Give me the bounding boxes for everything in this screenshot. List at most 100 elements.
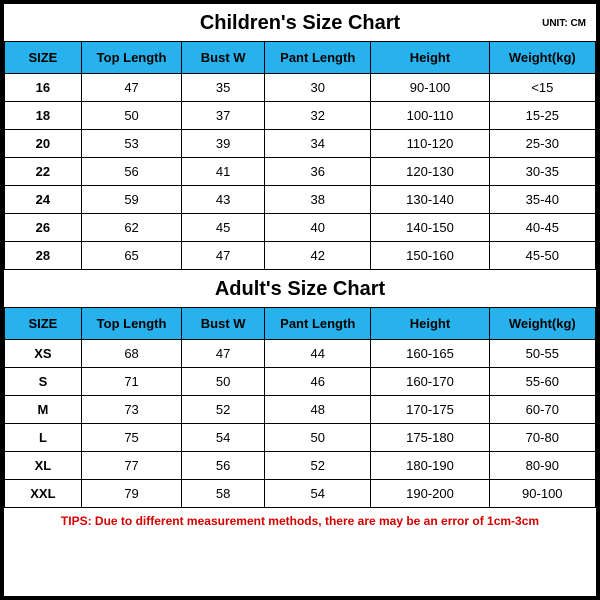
cell-weight: 60-70 xyxy=(489,396,595,424)
col-height: Height xyxy=(371,308,489,340)
cell-weight: 55-60 xyxy=(489,368,595,396)
cell-size: M xyxy=(5,396,82,424)
cell-pant: 46 xyxy=(265,368,371,396)
children-table: SIZE Top Length Bust W Pant Length Heigh… xyxy=(4,41,596,270)
cell-pant: 42 xyxy=(265,242,371,270)
cell-weight: 35-40 xyxy=(489,186,595,214)
unit-label: UNIT: CM xyxy=(542,18,586,29)
cell-pant: 48 xyxy=(265,396,371,424)
children-title: Children's Size Chart xyxy=(200,12,400,34)
cell-height: 175-180 xyxy=(371,424,489,452)
cell-height: 190-200 xyxy=(371,480,489,508)
cell-pant: 38 xyxy=(265,186,371,214)
table-row: M735248170-17560-70 xyxy=(5,396,596,424)
cell-height: 120-130 xyxy=(371,158,489,186)
cell-size: 26 xyxy=(5,214,82,242)
col-pant: Pant Length xyxy=(265,42,371,74)
cell-bust: 56 xyxy=(182,452,265,480)
table-row: 1647353090-100<15 xyxy=(5,74,596,102)
cell-weight: 25-30 xyxy=(489,130,595,158)
cell-weight: 90-100 xyxy=(489,480,595,508)
cell-bust: 37 xyxy=(182,102,265,130)
tips-note: TIPS: Due to different measurement metho… xyxy=(4,508,596,536)
children-header-row: SIZE Top Length Bust W Pant Length Heigh… xyxy=(5,42,596,74)
adult-chart: Adult's Size Chart SIZE Top Length Bust … xyxy=(4,270,596,508)
adult-title-row: Adult's Size Chart xyxy=(4,270,596,307)
col-top: Top Length xyxy=(81,42,181,74)
table-row: 18503732100-11015-25 xyxy=(5,102,596,130)
cell-pant: 30 xyxy=(265,74,371,102)
cell-bust: 43 xyxy=(182,186,265,214)
cell-weight: 30-35 xyxy=(489,158,595,186)
cell-bust: 47 xyxy=(182,340,265,368)
cell-size: 16 xyxy=(5,74,82,102)
col-top: Top Length xyxy=(81,308,181,340)
cell-height: 100-110 xyxy=(371,102,489,130)
col-pant: Pant Length xyxy=(265,308,371,340)
cell-top: 71 xyxy=(81,368,181,396)
cell-top: 73 xyxy=(81,396,181,424)
table-row: 20533934110-12025-30 xyxy=(5,130,596,158)
table-row: 26624540140-15040-45 xyxy=(5,214,596,242)
cell-pant: 50 xyxy=(265,424,371,452)
cell-height: 160-170 xyxy=(371,368,489,396)
table-row: 24594338130-14035-40 xyxy=(5,186,596,214)
cell-weight: 45-50 xyxy=(489,242,595,270)
cell-height: 110-120 xyxy=(371,130,489,158)
cell-top: 77 xyxy=(81,452,181,480)
cell-weight: 15-25 xyxy=(489,102,595,130)
cell-top: 47 xyxy=(81,74,181,102)
table-row: XXL795854190-20090-100 xyxy=(5,480,596,508)
table-row: XL775652180-19080-90 xyxy=(5,452,596,480)
cell-size: L xyxy=(5,424,82,452)
cell-top: 75 xyxy=(81,424,181,452)
cell-top: 65 xyxy=(81,242,181,270)
children-title-row: Children's Size Chart UNIT: CM xyxy=(4,4,596,41)
table-row: L755450175-18070-80 xyxy=(5,424,596,452)
cell-size: 22 xyxy=(5,158,82,186)
cell-top: 53 xyxy=(81,130,181,158)
cell-height: 90-100 xyxy=(371,74,489,102)
cell-height: 150-160 xyxy=(371,242,489,270)
cell-size: XL xyxy=(5,452,82,480)
table-row: S715046160-17055-60 xyxy=(5,368,596,396)
col-weight: Weight(kg) xyxy=(489,308,595,340)
cell-size: 18 xyxy=(5,102,82,130)
cell-bust: 52 xyxy=(182,396,265,424)
cell-weight: 80-90 xyxy=(489,452,595,480)
cell-height: 170-175 xyxy=(371,396,489,424)
cell-bust: 47 xyxy=(182,242,265,270)
cell-top: 59 xyxy=(81,186,181,214)
cell-weight: 50-55 xyxy=(489,340,595,368)
cell-bust: 41 xyxy=(182,158,265,186)
adult-title: Adult's Size Chart xyxy=(215,278,385,300)
cell-size: XS xyxy=(5,340,82,368)
cell-bust: 45 xyxy=(182,214,265,242)
adult-header-row: SIZE Top Length Bust W Pant Length Heigh… xyxy=(5,308,596,340)
cell-size: 24 xyxy=(5,186,82,214)
cell-weight: 40-45 xyxy=(489,214,595,242)
cell-top: 62 xyxy=(81,214,181,242)
col-size: SIZE xyxy=(5,308,82,340)
cell-pant: 52 xyxy=(265,452,371,480)
cell-bust: 50 xyxy=(182,368,265,396)
cell-bust: 58 xyxy=(182,480,265,508)
cell-top: 79 xyxy=(81,480,181,508)
cell-top: 50 xyxy=(81,102,181,130)
cell-size: 28 xyxy=(5,242,82,270)
cell-height: 140-150 xyxy=(371,214,489,242)
cell-bust: 35 xyxy=(182,74,265,102)
cell-pant: 36 xyxy=(265,158,371,186)
cell-pant: 34 xyxy=(265,130,371,158)
cell-weight: 70-80 xyxy=(489,424,595,452)
cell-pant: 32 xyxy=(265,102,371,130)
cell-size: S xyxy=(5,368,82,396)
col-weight: Weight(kg) xyxy=(489,42,595,74)
cell-weight: <15 xyxy=(489,74,595,102)
col-size: SIZE xyxy=(5,42,82,74)
table-row: 28654742150-16045-50 xyxy=(5,242,596,270)
cell-height: 180-190 xyxy=(371,452,489,480)
cell-size: 20 xyxy=(5,130,82,158)
adult-table: SIZE Top Length Bust W Pant Length Heigh… xyxy=(4,307,596,508)
table-row: 22564136120-13030-35 xyxy=(5,158,596,186)
